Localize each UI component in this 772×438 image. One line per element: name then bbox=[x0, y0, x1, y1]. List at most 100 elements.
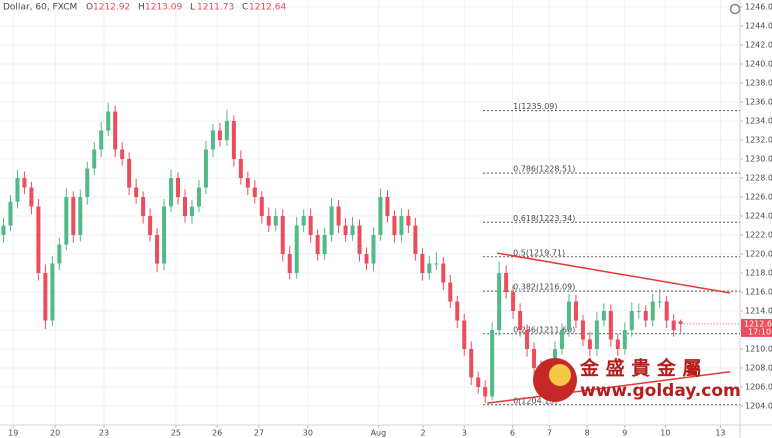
candle-body bbox=[280, 216, 285, 255]
settings-gear[interactable] bbox=[729, 3, 741, 15]
ohlc-label: H bbox=[138, 3, 145, 13]
fib-label: 0.382(1216.09) bbox=[513, 283, 575, 292]
candle-body bbox=[587, 339, 592, 350]
grid bbox=[0, 0, 740, 425]
y-tick-label: 1218.00 bbox=[745, 269, 772, 278]
y-tick-label: 1214.00 bbox=[745, 307, 772, 316]
candle-body bbox=[371, 235, 376, 264]
candle-body bbox=[594, 320, 599, 350]
y-tick-label: 1228.00 bbox=[745, 174, 772, 183]
x-tick-label: 20 bbox=[50, 429, 60, 438]
candle-body bbox=[385, 197, 390, 217]
candle-body bbox=[231, 121, 236, 160]
candle-body bbox=[301, 216, 306, 226]
candle-body bbox=[217, 130, 222, 141]
candle-body bbox=[141, 197, 146, 217]
ohlc-value: 1212.64 bbox=[249, 3, 286, 13]
candle-body bbox=[183, 197, 187, 217]
y-tick-label: 1226.00 bbox=[745, 193, 772, 202]
candle-body bbox=[357, 225, 362, 255]
candle-body bbox=[36, 206, 41, 274]
candle-body bbox=[399, 216, 404, 236]
ohlc-label: O bbox=[86, 3, 93, 13]
ohlc-value: 1211.73 bbox=[197, 3, 234, 13]
y-tick-label: 1244.00 bbox=[745, 22, 772, 31]
candle-body bbox=[622, 330, 627, 350]
candle-body bbox=[106, 111, 111, 131]
candle-body bbox=[434, 263, 439, 265]
last-price-box bbox=[741, 318, 772, 337]
candle-body bbox=[162, 206, 167, 264]
candle-body bbox=[559, 330, 564, 350]
candle-body bbox=[169, 178, 174, 207]
candle-body bbox=[155, 235, 160, 264]
x-tick-label: 2 bbox=[421, 429, 426, 438]
trendline bbox=[487, 371, 731, 404]
y-tick-label: 1208.00 bbox=[745, 364, 772, 373]
candle-body bbox=[532, 349, 537, 369]
candle-body bbox=[518, 311, 523, 331]
candle-body bbox=[573, 301, 578, 321]
candle-body bbox=[113, 111, 118, 150]
candle-body bbox=[85, 168, 90, 198]
candle-body bbox=[287, 254, 292, 274]
candle-body bbox=[224, 121, 229, 141]
candle-body bbox=[43, 273, 48, 321]
candle-body bbox=[50, 263, 55, 321]
y-tick-label: 1230.00 bbox=[745, 155, 772, 164]
y-tick-label: 1206.00 bbox=[745, 383, 772, 392]
candle-body bbox=[392, 216, 397, 236]
candle-body bbox=[120, 149, 125, 160]
candle-body bbox=[643, 311, 648, 321]
fib-label: 0(1204.13) bbox=[513, 396, 557, 405]
candle-body bbox=[378, 197, 383, 236]
candle-body bbox=[1, 225, 6, 236]
fib-label: 0.236(1211.60) bbox=[513, 325, 575, 334]
candle-body bbox=[252, 187, 257, 198]
ohlc-label: L bbox=[190, 3, 195, 13]
candle-body bbox=[238, 159, 243, 179]
fib-label: 0.786(1228.51) bbox=[513, 165, 575, 174]
candle-body bbox=[490, 330, 495, 397]
candle-body bbox=[364, 254, 369, 264]
y-tick-label: 1236.00 bbox=[745, 98, 772, 107]
candle-body bbox=[608, 311, 613, 340]
candle-body bbox=[664, 301, 669, 321]
candle-body bbox=[196, 187, 201, 207]
y-tick-label: 1224.00 bbox=[745, 212, 772, 221]
y-tick-label: 1204.00 bbox=[745, 402, 772, 411]
settings-icon[interactable] bbox=[729, 3, 741, 15]
last-price-label: 1212.64 bbox=[744, 319, 772, 328]
candle-body bbox=[15, 178, 20, 202]
ohlc-value: 1213.09 bbox=[145, 3, 182, 13]
candle-body bbox=[413, 225, 418, 255]
y-tick-label: 1220.00 bbox=[745, 250, 772, 259]
candle-body bbox=[189, 206, 194, 217]
candle-body bbox=[525, 330, 530, 350]
candle-body bbox=[650, 301, 655, 321]
candle-body bbox=[92, 149, 97, 169]
candle-body bbox=[322, 235, 327, 255]
candle-body bbox=[469, 349, 474, 378]
candle-body bbox=[259, 197, 264, 217]
candle-body bbox=[448, 282, 453, 302]
fib-label: 1(1235.09) bbox=[513, 102, 557, 111]
candle-body bbox=[476, 377, 481, 388]
y-tick-label: 1242.00 bbox=[745, 41, 772, 50]
candle-body bbox=[273, 216, 278, 226]
candle-body bbox=[441, 263, 446, 283]
x-tick-label: Aug bbox=[371, 429, 387, 438]
countdown-label: 17:10 bbox=[748, 327, 771, 336]
watermark: 金 盛 貴 金 屬 www.golday.com bbox=[533, 357, 741, 402]
candle-body bbox=[497, 273, 502, 331]
x-tick-label: 19 bbox=[8, 429, 18, 438]
candle-body bbox=[406, 216, 411, 226]
candle-body bbox=[504, 273, 509, 293]
candle-body bbox=[64, 197, 69, 245]
y-tick-label: 1246.00 bbox=[745, 3, 772, 12]
candle-body bbox=[308, 216, 313, 236]
candles bbox=[1, 102, 683, 404]
candle-body bbox=[266, 216, 271, 226]
candle-body bbox=[580, 320, 585, 340]
